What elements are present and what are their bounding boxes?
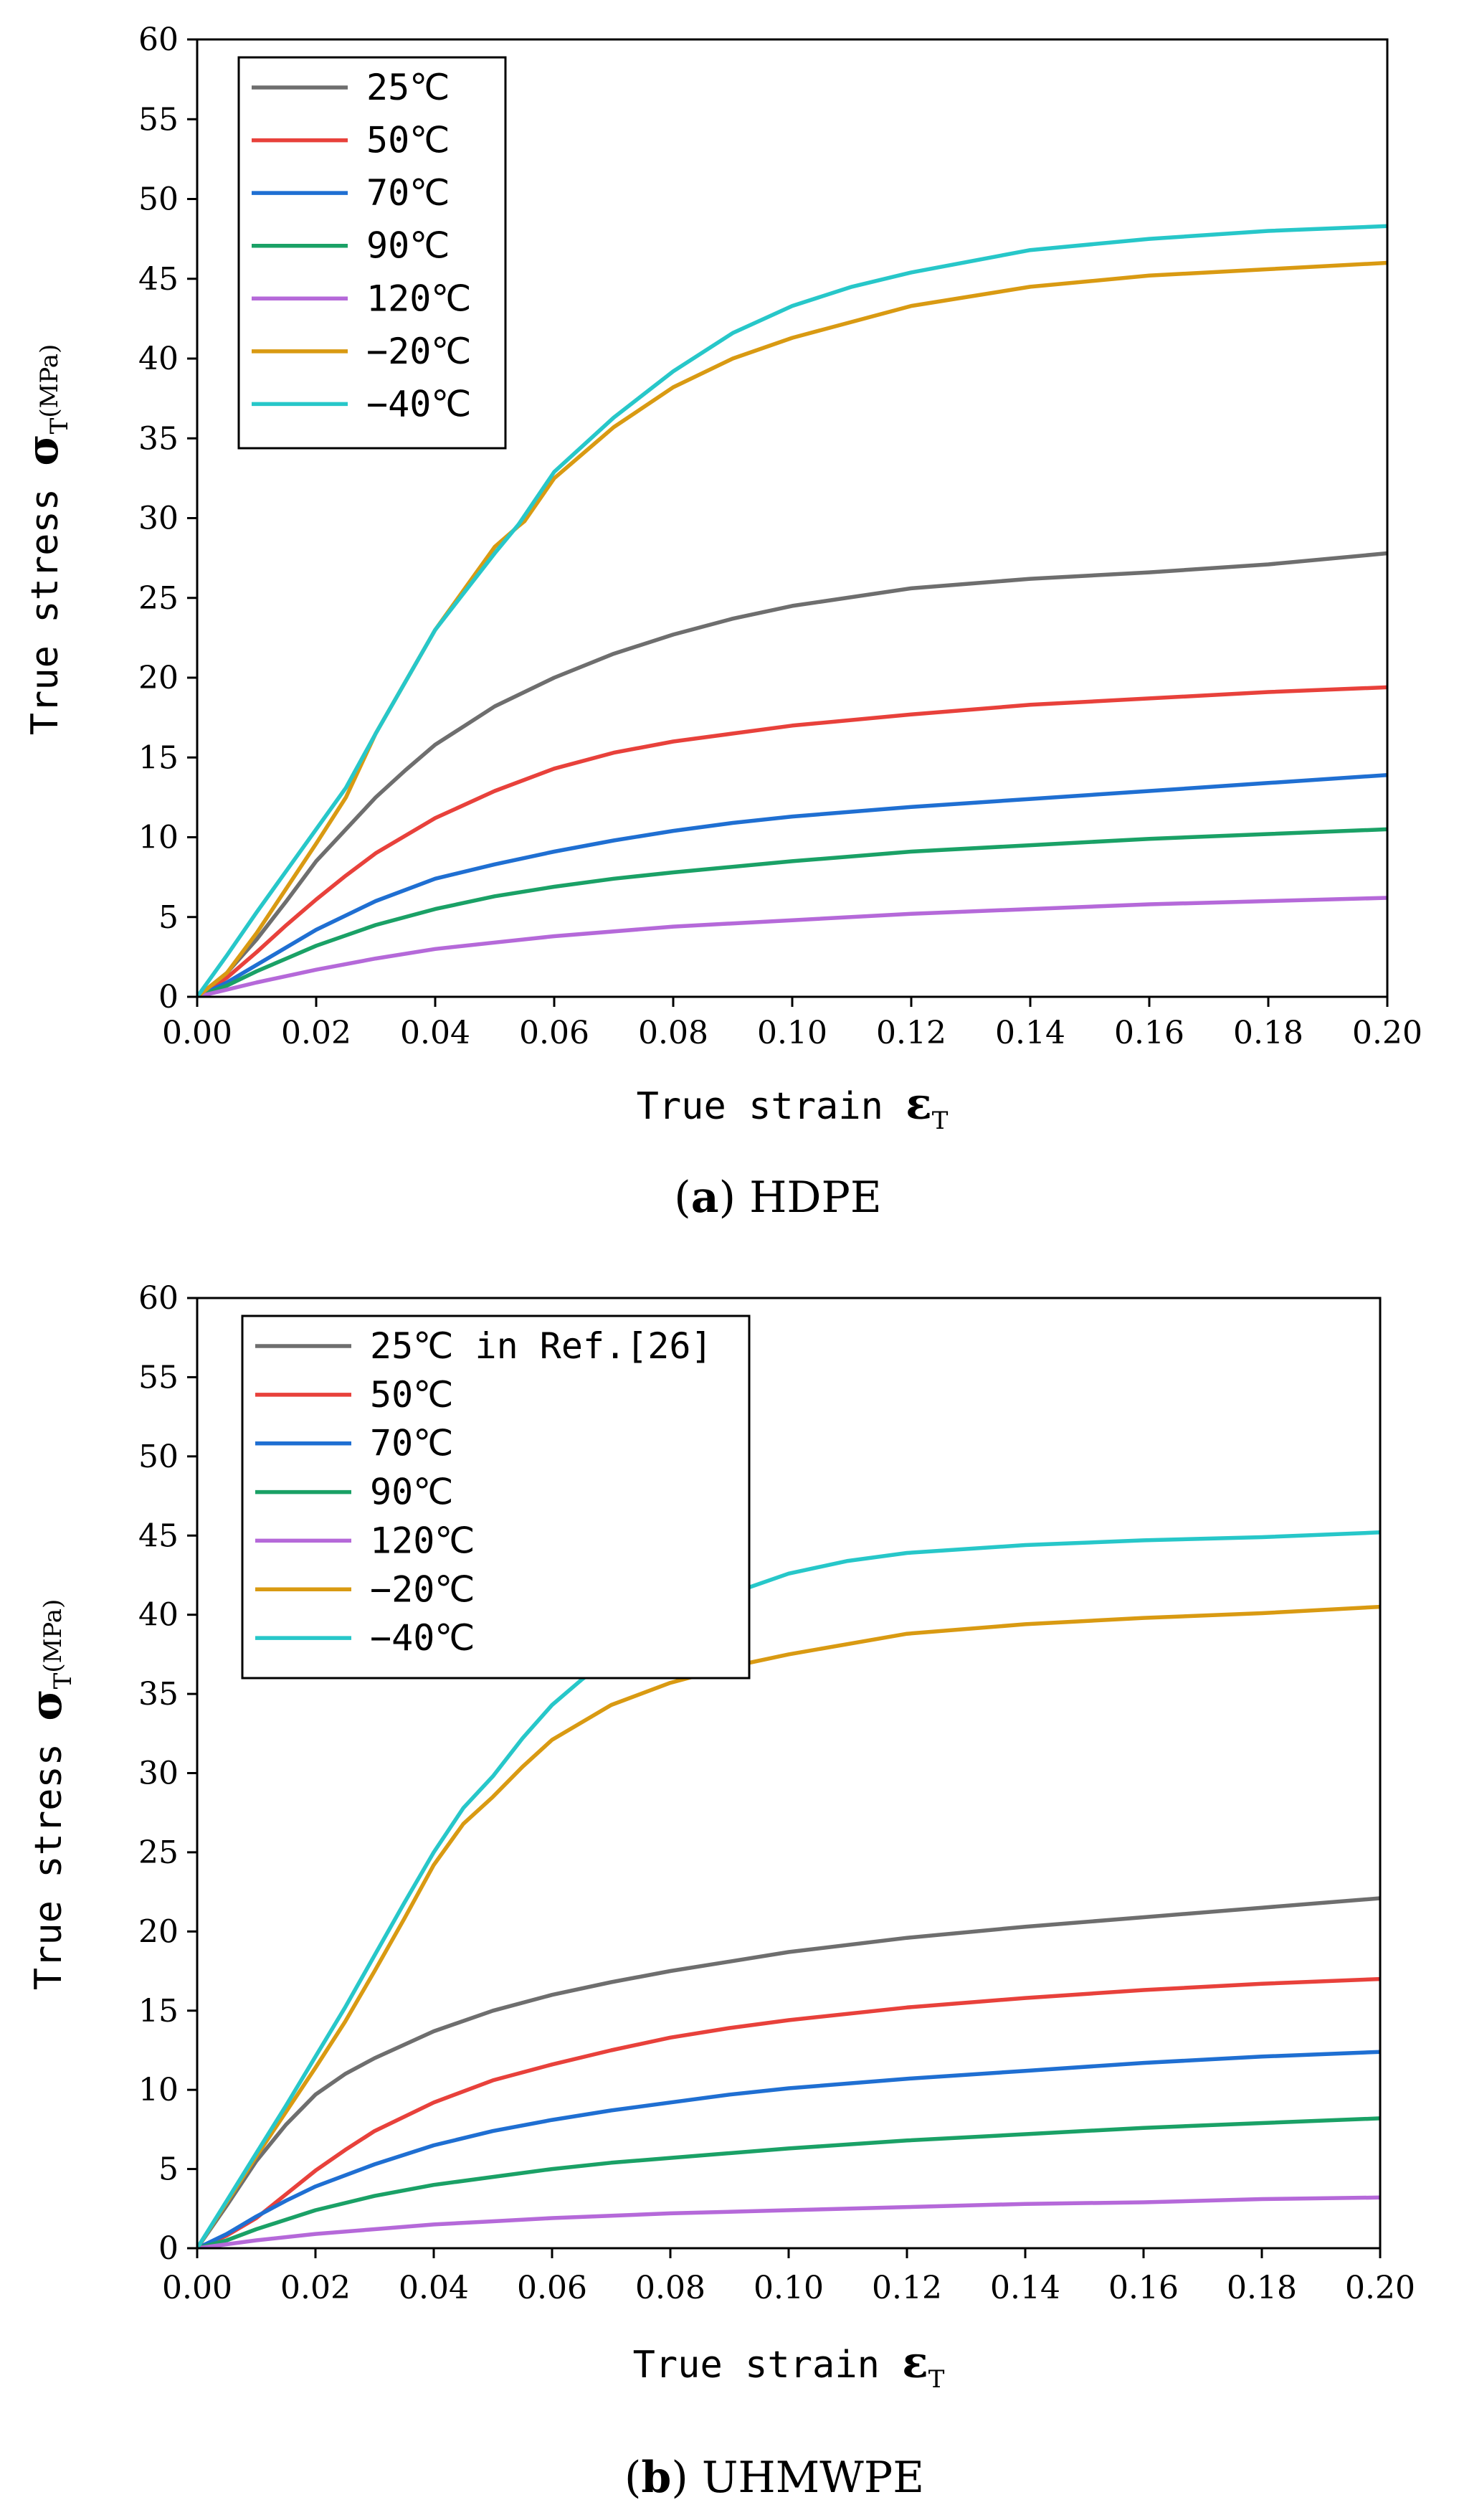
series-line-0 (197, 551, 1387, 997)
x-tick-label: 0.20 (1345, 2270, 1415, 2306)
series-line-0 (197, 1896, 1380, 2248)
legend-label-3: 90℃ (366, 225, 450, 267)
x-tick-label: 0.04 (400, 1015, 470, 1051)
series-line-6 (197, 1530, 1380, 2248)
legend-box (241, 1315, 751, 1680)
y-axis-title: True stress σT(MPa) (22, 1599, 77, 1991)
legend-label-1: 50℃ (366, 120, 450, 161)
legend: 25℃ 50℃ 70℃ 90℃ 120℃ −20℃ −40℃ (237, 56, 507, 450)
x-tick-label: 0.18 (1227, 2270, 1297, 2306)
y-tick-label: 10 (138, 820, 179, 856)
x-tick-label: 0.16 (1108, 2270, 1179, 2306)
legend-label-5: −20℃ (366, 331, 471, 372)
x-tick-label: 0.12 (876, 1015, 946, 1051)
y-tick-label: 25 (138, 580, 179, 617)
chart-b: 0.00 0.02 0.04 0.06 0.08 0.10 0.12 0.14 0.16 0.18… (22, 1280, 1415, 2503)
x-tick-label: 0.18 (1233, 1015, 1303, 1051)
y-tick-label: 15 (138, 739, 179, 776)
series-line-5 (197, 260, 1387, 997)
figure-caption: (b) UHMWPE (624, 2453, 924, 2503)
series-line-2 (197, 2050, 1380, 2248)
legend-label-6: −40℃ (370, 1617, 475, 1659)
y-tick-label: 40 (138, 341, 179, 377)
x-tick-label: 0.00 (162, 1015, 232, 1051)
y-tick-label: 50 (138, 181, 179, 218)
y-tick-label: 20 (138, 1913, 179, 1950)
x-tick-label: 0.04 (399, 2270, 469, 2306)
x-tick-label: 0.12 (872, 2270, 942, 2306)
x-tick-label: 0.08 (638, 1015, 708, 1051)
chart-a: 0.00 0.02 0.04 0.06 0.08 0.10 0.12 0.14 0.16 0.18… (18, 22, 1422, 1223)
legend-box (237, 56, 507, 450)
y-tick-label: 55 (138, 1359, 179, 1396)
y-tick-label: 5 (158, 899, 179, 936)
series-line-4 (197, 896, 1387, 997)
y-tick-label: 35 (138, 1676, 179, 1713)
legend-label-0: 25℃ (366, 67, 450, 108)
x-tick-label: 0.10 (757, 1015, 827, 1051)
y-tick-label: 50 (138, 1439, 179, 1475)
series-line-3 (197, 2116, 1380, 2248)
y-tick-label: 60 (138, 22, 179, 58)
x-axis-title: True strain εT (637, 1079, 949, 1135)
x-tick-label: 0.06 (519, 1015, 589, 1051)
legend-label-4: 120℃ (366, 278, 471, 319)
series-group (197, 1530, 1380, 2248)
y-tick-label: 45 (138, 261, 179, 298)
y-tick-label: 60 (138, 1280, 179, 1317)
y-tick-label: 25 (138, 1834, 179, 1871)
x-tick-label: 0.20 (1352, 1015, 1422, 1051)
legend-label-1: 50℃ (370, 1374, 453, 1416)
legend-label-0: 25℃ in Ref.[26] (370, 1325, 713, 1367)
y-tick-label: 15 (138, 1993, 179, 2029)
y-tick-label: 30 (138, 501, 179, 537)
y-axis-title: True stress σT(MPa) (18, 344, 74, 736)
y-tick-label: 55 (138, 101, 179, 138)
x-tick-label: 0.10 (754, 2270, 824, 2306)
series-line-6 (197, 224, 1387, 997)
y-tick-label: 35 (138, 420, 179, 457)
legend-label-4: 120℃ (370, 1520, 475, 1561)
y-tick-label: 0 (158, 979, 179, 1015)
x-tick-label: 0.16 (1114, 1015, 1184, 1051)
legend-label-2: 70℃ (370, 1423, 453, 1464)
series-line-1 (197, 1976, 1380, 2248)
x-tick-label: 0.14 (990, 2270, 1060, 2306)
y-tick-label: 30 (138, 1756, 179, 1792)
series-line-5 (197, 1604, 1380, 2248)
legend-label-3: 90℃ (370, 1472, 453, 1513)
legend-label-6: −40℃ (366, 383, 471, 425)
series-line-2 (197, 772, 1387, 997)
x-tick-label: 0.02 (281, 1015, 351, 1051)
series-line-4 (197, 2195, 1380, 2248)
figure-caption: (a) HDPE (674, 1173, 881, 1223)
legend: 25℃ in Ref.[26] 50℃ 70℃ 90℃ 120℃ −20℃ −40℃ (241, 1315, 751, 1680)
series-line-1 (197, 685, 1387, 997)
y-tick-label: 45 (138, 1517, 179, 1554)
y-tick-label: 40 (138, 1597, 179, 1634)
x-tick-label: 0.08 (635, 2270, 705, 2306)
legend-label-5: −20℃ (370, 1568, 475, 1610)
x-tick-label: 0.06 (517, 2270, 587, 2306)
x-tick-label: 0.14 (995, 1015, 1065, 1051)
legend-label-2: 70℃ (366, 172, 450, 214)
x-tick-label: 0.00 (162, 2270, 232, 2306)
series-line-3 (197, 827, 1387, 997)
x-axis-title: True strain εT (633, 2338, 945, 2394)
y-tick-label: 0 (158, 2230, 179, 2267)
y-tick-label: 20 (138, 660, 179, 696)
y-tick-label: 5 (158, 2151, 179, 2188)
y-tick-label: 10 (138, 2072, 179, 2108)
x-tick-label: 0.02 (280, 2270, 351, 2306)
series-group (197, 224, 1387, 997)
